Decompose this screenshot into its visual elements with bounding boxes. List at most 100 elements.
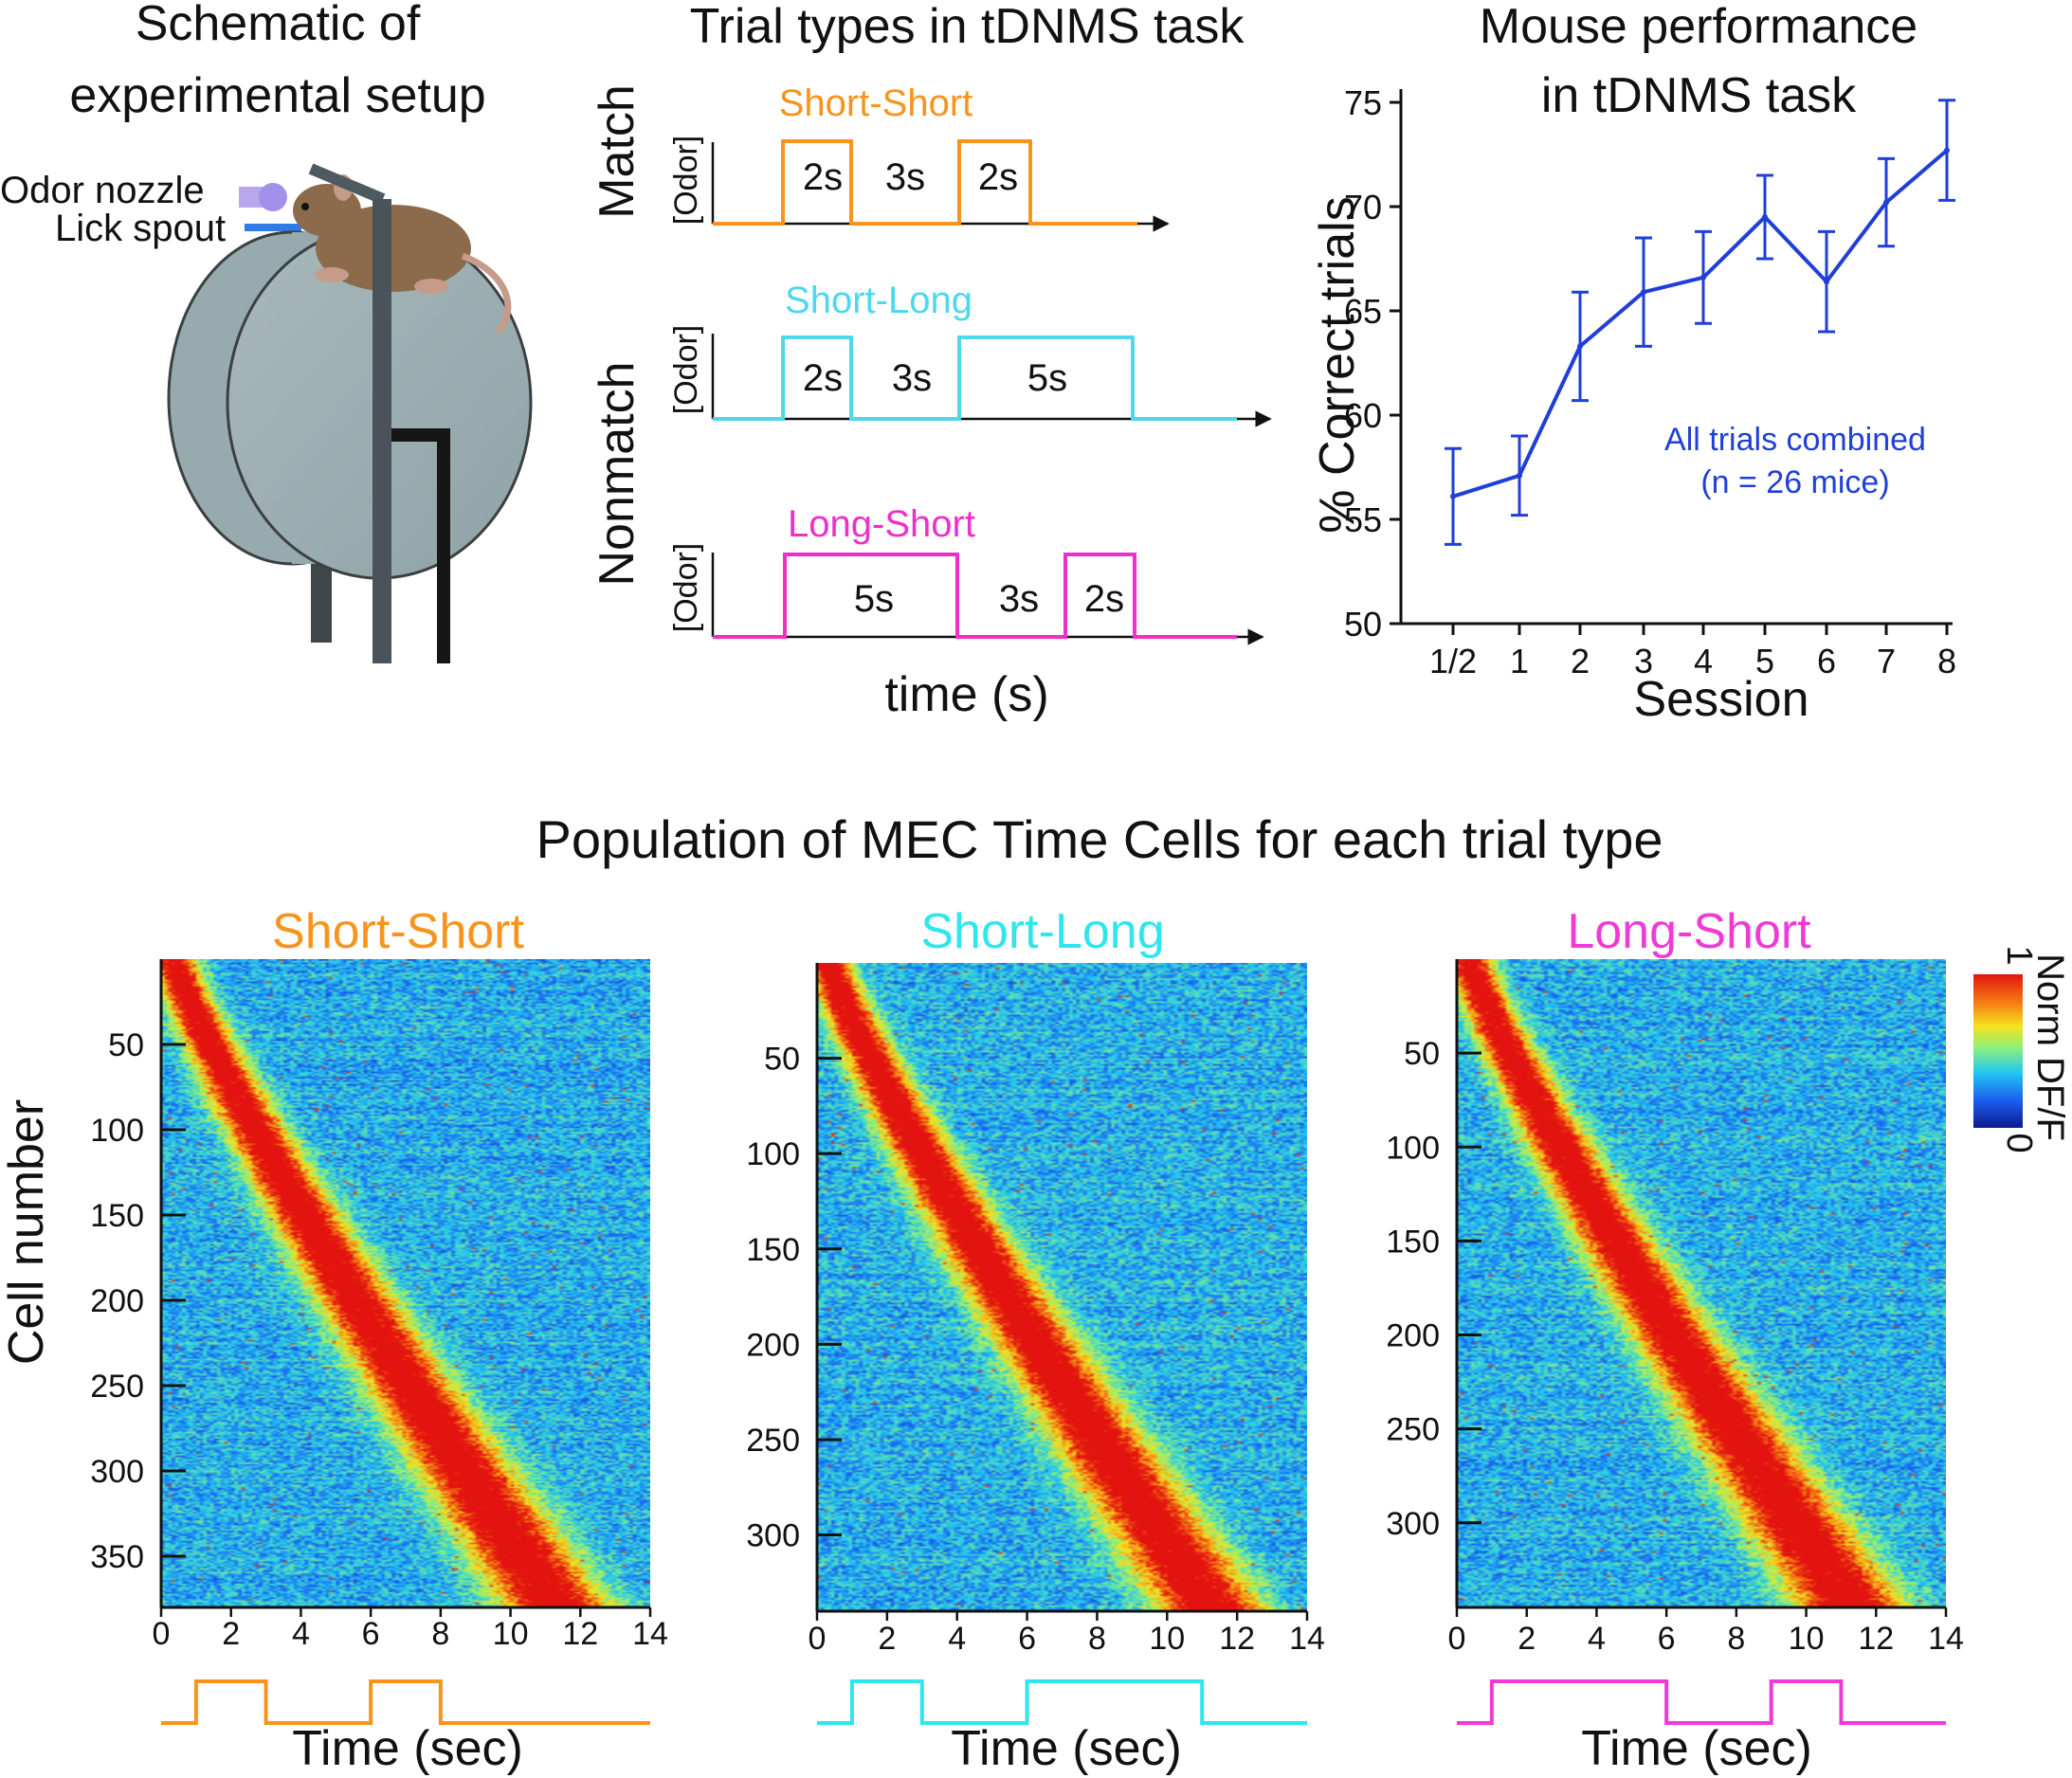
panel-schematic: Schematic of experimental setup Odor noz… xyxy=(0,0,533,663)
odor-trace xyxy=(161,1679,650,1725)
odor-axis-label-long-short: [Odor] xyxy=(668,543,704,632)
panel-trial-types: Trial types in tDNMS task Match Nonmatch… xyxy=(590,0,1272,722)
x-tick-label: 2 xyxy=(1518,1621,1536,1657)
heatmap-title-long-short: Long-Short xyxy=(1567,904,1811,959)
x-tick-label: 2 xyxy=(1571,642,1590,680)
heatmap-title-short-long: Short-Long xyxy=(920,904,1164,959)
heatmap-image xyxy=(817,963,1307,1611)
x-tick-label: 6 xyxy=(1658,1621,1676,1657)
x-tick-label: 2 xyxy=(878,1621,896,1657)
y-tick-label: 55 xyxy=(1344,500,1382,539)
y-tick-label: 150 xyxy=(90,1198,144,1234)
y-tick-label: 300 xyxy=(1386,1506,1440,1542)
x-tick-label: 0 xyxy=(1448,1621,1466,1657)
lick-spout-label: Lick spout xyxy=(55,208,226,249)
x-tick-label: 8 xyxy=(1937,642,1956,680)
nonmatch-label: Nonmatch xyxy=(590,362,645,587)
colorbar: 1 0 Norm DF/F xyxy=(1973,945,2071,1153)
x-tick-label: 2 xyxy=(222,1616,240,1652)
data-point xyxy=(1517,472,1522,479)
performance-plot: 50 55 60 65 70 75 1/2 1 2 3 4 5 6 7 8 xyxy=(1344,83,1956,680)
panel-performance: Mouse performance in tDNMS task % Correc… xyxy=(1310,0,1956,727)
x-tick-label: 4 xyxy=(1694,642,1713,680)
x-tick-label: 1/2 xyxy=(1429,642,1477,680)
y-tick-label: 50 xyxy=(1404,1036,1440,1072)
trial-types-xlabel: time (s) xyxy=(884,667,1048,722)
y-tick-label: 250 xyxy=(1386,1412,1440,1448)
colorbar-max-label: 1 xyxy=(1999,945,2039,965)
y-tick-label: 250 xyxy=(90,1369,144,1405)
performance-annotation-line1: All trials combined xyxy=(1664,422,1926,458)
y-tick-label: 50 xyxy=(764,1042,800,1078)
x-tick-label: 8 xyxy=(1727,1621,1745,1657)
performance-ylabel: % Correct trials xyxy=(1310,196,1365,533)
segment-label: 3s xyxy=(885,156,925,198)
match-label: Match xyxy=(590,84,645,219)
y-tick-label: 75 xyxy=(1344,83,1382,122)
trial-types-title: Trial types in tDNMS task xyxy=(690,0,1245,54)
data-point xyxy=(1944,147,1950,154)
trial-name-long-short: Long-Short xyxy=(788,503,975,545)
mouse-icon xyxy=(293,174,512,335)
y-tick-label: 200 xyxy=(1386,1318,1440,1354)
colorbar-gradient xyxy=(1973,974,2023,1128)
x-tick-label: 8 xyxy=(1088,1621,1106,1657)
x-tick-label: 10 xyxy=(1149,1621,1185,1657)
segment-label: 2s xyxy=(803,156,843,198)
y-tick-label: 200 xyxy=(746,1327,800,1363)
y-tick-label: 60 xyxy=(1344,396,1382,435)
x-tick-label: 3 xyxy=(1634,642,1653,680)
y-tick-label: 150 xyxy=(746,1232,800,1268)
heatmap-title-short-short: Short-Short xyxy=(272,904,524,959)
lick-spout-icon xyxy=(245,224,301,231)
x-tick-label: 14 xyxy=(1928,1621,1964,1657)
heatmap-long-short: 0 2 4 6 8 10 12 14 50 100 150 200 250 300 xyxy=(1386,959,1964,1725)
x-tick-label: 4 xyxy=(948,1621,966,1657)
performance-annotation-line2: (n = 26 mice) xyxy=(1700,464,1889,500)
trial-short-short: Short-Short 2s 3s 2s xyxy=(711,82,1170,232)
y-tick-label: 50 xyxy=(108,1027,144,1063)
x-tick-label: 7 xyxy=(1877,642,1896,680)
x-tick-label: 6 xyxy=(1817,642,1836,680)
treadmill-wheel-icon xyxy=(167,226,533,643)
segment-label: 5s xyxy=(1027,357,1067,399)
heatmap-short-long: 0 2 4 6 8 10 12 14 50 100 150 200 250 300 xyxy=(746,963,1325,1725)
segment-label: 3s xyxy=(999,578,1039,620)
data-point xyxy=(1577,343,1583,350)
data-point xyxy=(1883,199,1889,206)
cell-number-ylabel: Cell number xyxy=(0,1099,54,1365)
y-tick-label: 300 xyxy=(746,1518,800,1554)
y-tick-label: 300 xyxy=(90,1454,144,1490)
segment-label: 2s xyxy=(978,156,1018,198)
heatmap-image xyxy=(161,959,650,1607)
y-tick-label: 100 xyxy=(90,1113,144,1149)
x-tick-label: 0 xyxy=(153,1616,171,1652)
heatmap-image xyxy=(1457,959,1946,1607)
schematic-title-line1: Schematic of xyxy=(136,0,421,51)
x-tick-label: 8 xyxy=(431,1616,449,1652)
performance-title-line1: Mouse performance xyxy=(1480,0,1918,54)
x-tick-label: 14 xyxy=(632,1616,668,1652)
x-tick-label: 6 xyxy=(1018,1621,1036,1657)
heatmap-xlabel-short-long: Time (sec) xyxy=(951,1721,1182,1776)
trial-name-short-long: Short-Long xyxy=(785,280,972,321)
x-tick-label: 12 xyxy=(1858,1621,1894,1657)
heatmap-short-short: 0 2 4 6 8 10 12 14 50 100 150 200 250 300 350 xyxy=(90,959,668,1725)
x-tick-label: 4 xyxy=(292,1616,310,1652)
y-tick-label: 200 xyxy=(90,1283,144,1319)
y-tick-label: 100 xyxy=(1386,1130,1440,1166)
heatmap-xlabel-long-short: Time (sec) xyxy=(1581,1721,1812,1776)
odor-axis-label-short-long: [Odor] xyxy=(668,325,704,414)
y-tick-label: 250 xyxy=(746,1423,800,1459)
odor-nozzle-label: Odor nozzle xyxy=(0,170,205,211)
odor-trace xyxy=(1457,1679,1946,1725)
odor-trace xyxy=(817,1679,1307,1725)
segment-label: 2s xyxy=(1084,578,1124,620)
colorbar-min-label: 0 xyxy=(1999,1133,2039,1152)
y-tick-label: 65 xyxy=(1344,292,1382,331)
x-tick-label: 10 xyxy=(493,1616,529,1652)
y-tick-label: 100 xyxy=(746,1136,800,1172)
data-point xyxy=(1700,274,1706,281)
data-point xyxy=(1450,493,1456,499)
